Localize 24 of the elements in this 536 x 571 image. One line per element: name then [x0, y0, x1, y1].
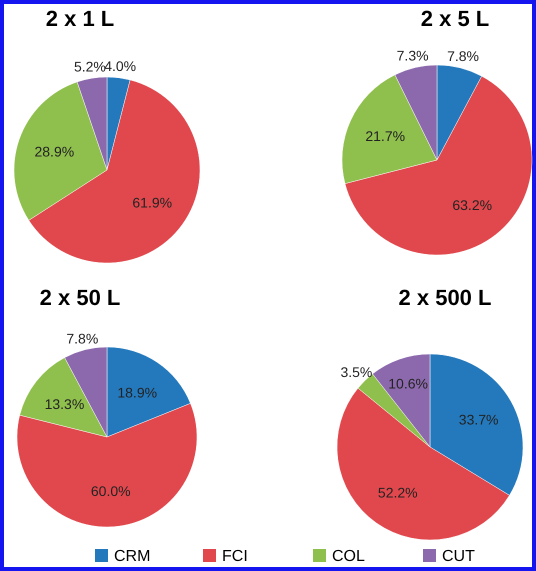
data-label: 3.5%	[340, 364, 372, 380]
data-label: 7.3%	[396, 47, 429, 64]
chart-title: 2 x 1 L	[46, 6, 114, 31]
data-label: 63.2%	[452, 196, 492, 213]
data-label: 13.3%	[44, 396, 84, 412]
chart-title: 2 x 50 L	[40, 285, 120, 310]
legend-label: FCI	[222, 548, 248, 565]
chart-title: 2 x 500 L	[398, 285, 492, 310]
legend-label: CRM	[114, 548, 150, 565]
data-label: 61.9%	[132, 194, 172, 211]
data-label: 60.0%	[90, 482, 131, 499]
data-label: 5.2%	[74, 58, 106, 74]
data-label: 4.0%	[104, 58, 136, 74]
data-label: 33.7%	[458, 412, 498, 428]
legend-label: COL	[332, 548, 365, 565]
chart-title: 2 x 5 L	[420, 6, 490, 31]
legend-label: CUT	[442, 548, 476, 565]
data-label: 18.9%	[117, 384, 158, 400]
data-label: 10.6%	[388, 376, 428, 392]
data-label: 7.8%	[447, 48, 480, 64]
data-label: 28.9%	[34, 144, 74, 160]
data-label: 7.8%	[66, 330, 98, 346]
data-label: 52.2%	[378, 484, 418, 501]
data-label: 21.7%	[365, 128, 406, 144]
